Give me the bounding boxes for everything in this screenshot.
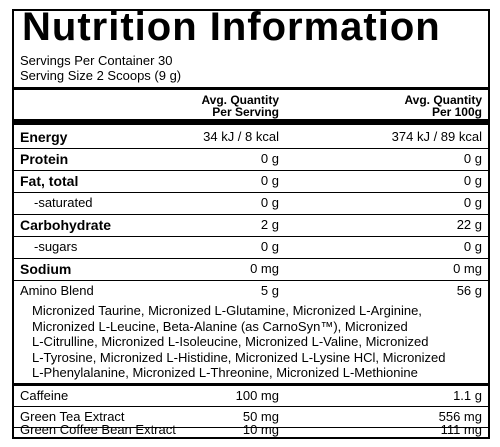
row-divider (14, 280, 488, 281)
header-per-100g: Avg. Quantity Per 100g (404, 94, 482, 118)
row-value-per100: 22 g (456, 217, 482, 232)
row-value-serving: 0 g (260, 239, 279, 254)
panel-title: Nutrition Information (22, 5, 441, 49)
divider-top (14, 87, 488, 90)
row-value-serving: 5 g (260, 283, 279, 298)
row-value-per100: 556 mg (438, 409, 482, 424)
row-divider (14, 258, 488, 259)
row-label: Amino Blend (20, 283, 94, 298)
row-label: Carbohydrate (20, 217, 112, 233)
row-label: Protein (20, 151, 69, 167)
row-value-per100: 0 g (463, 151, 482, 166)
table-row: Sodium 0 mg 0 mg (14, 259, 488, 279)
row-divider (14, 406, 488, 407)
nutrition-panel: Nutrition Information Servings Per Conta… (12, 5, 490, 439)
header-per-serving: Avg. Quantity Per Serving (201, 94, 279, 118)
row-value-per100: 111 mg (440, 422, 482, 437)
row-label: Green Tea Extract (20, 409, 125, 424)
row-value-per100: 56 g (456, 283, 482, 298)
row-label: Energy (20, 129, 68, 145)
table-row: Carbohydrate 2 g 22 g (14, 215, 488, 235)
row-label: Sodium (20, 261, 72, 277)
row-value-per100: 374 kJ / 89 kcal (391, 129, 482, 144)
row-value-per100: 0 g (463, 195, 482, 210)
ingredient-line: L-Tyrosine, Micronized L-Histidine, Micr… (32, 349, 446, 365)
table-row: -saturated 0 g 0 g (14, 193, 488, 213)
table-row: Energy 34 kJ / 8 kcal 374 kJ / 89 kcal (14, 127, 488, 147)
table-row: Green Tea Extract 50 mg 556 mg (14, 407, 488, 427)
row-value-per100: 0 g (463, 239, 482, 254)
divider-thick (14, 119, 488, 125)
row-divider (14, 236, 488, 237)
row-value-serving: 0 g (260, 173, 279, 188)
table-row: Fat, total 0 g 0 g (14, 171, 488, 191)
row-value-serving: 10 mg (242, 422, 279, 437)
table-row: Green Coffee Bean Extract 10 mg 111 mg (14, 423, 488, 437)
ingredient-line: L-Phenylalanine, Micronized L-Threonine,… (32, 365, 418, 380)
row-divider (14, 170, 488, 171)
row-value-per100: 1.1 g (453, 388, 482, 403)
row-label: Green Coffee Bean Extract (20, 422, 176, 437)
header-per-100g-line2: Per 100g (431, 105, 482, 119)
servings-per-container: Servings Per Container 30 (20, 53, 173, 68)
table-row: Caffeine 100 mg 1.1 g (14, 386, 488, 406)
header-per-100g-line1: Avg. Quantity (404, 93, 482, 107)
ingredient-line: Micronized Taurine, Micronized L-Glutami… (32, 303, 422, 318)
row-label: -sugars (34, 239, 78, 254)
table-row: Amino Blend 5 g 56 g (14, 281, 488, 301)
row-value-serving: 0 mg (250, 261, 279, 276)
row-value-per100: 0 mg (453, 261, 482, 276)
row-label: Caffeine (20, 388, 69, 403)
table-row: Protein 0 g 0 g (14, 149, 488, 169)
serving-size: Serving Size 2 Scoops (9 g) (20, 68, 182, 83)
divider-extras (14, 383, 488, 386)
row-divider (14, 214, 488, 215)
row-value-serving: 2 g (260, 217, 279, 232)
row-label: Fat, total (20, 173, 79, 189)
table-row: -sugars 0 g 0 g (14, 237, 488, 257)
ingredient-line: L-Citrulline, Micronized L-Isoleucine, M… (32, 334, 429, 349)
row-divider (14, 192, 488, 193)
row-value-serving: 100 mg (235, 388, 279, 403)
row-value-serving: 50 mg (242, 409, 279, 424)
row-divider (14, 148, 488, 149)
row-value-serving: 0 g (260, 195, 279, 210)
row-label: -saturated (34, 195, 93, 210)
row-value-serving: 34 kJ / 8 kcal (203, 129, 279, 144)
row-value-per100: 0 g (463, 173, 482, 188)
ingredient-line: Micronized L-Leucine, Beta-Alanine (as C… (32, 318, 408, 334)
header-per-serving-line2: Per Serving (212, 105, 279, 119)
header-per-serving-line1: Avg. Quantity (201, 93, 279, 107)
amino-blend-ingredients: Micronized Taurine, Micronized L-Glutami… (32, 303, 488, 381)
row-divider (14, 427, 488, 428)
row-value-serving: 0 g (260, 151, 279, 166)
